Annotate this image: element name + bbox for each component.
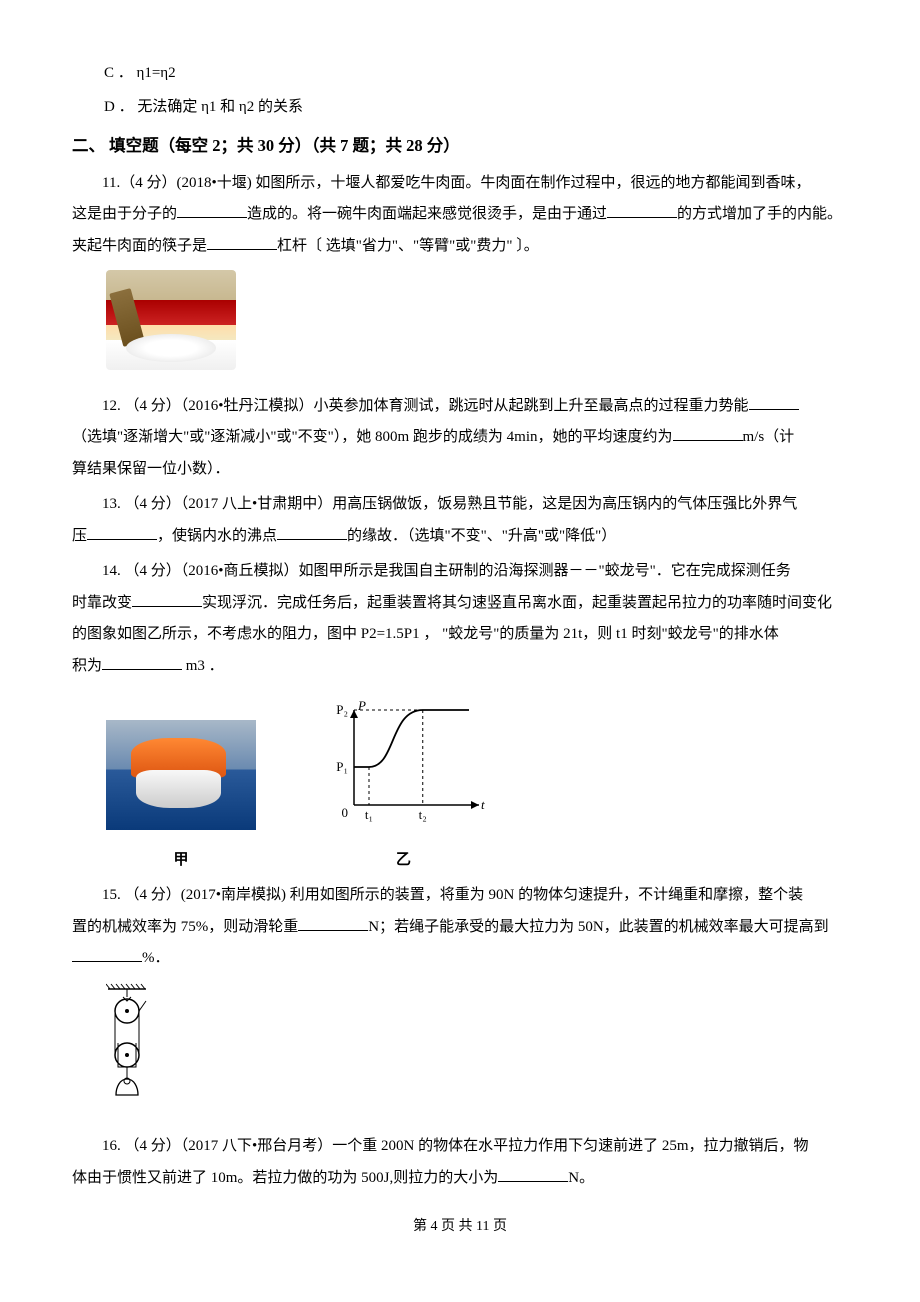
page-footer: 第 4 页 共 11 页 (72, 1212, 848, 1241)
q15-l2-a: 置的机械效率为 75%，则动滑轮重 (72, 919, 298, 935)
blank (498, 1167, 568, 1182)
q16-line2: 体由于惯性又前进了 10m。若拉力做的功为 500J,则拉力的大小为 N。 (72, 1163, 848, 1195)
section-2-title: 二、 填空题（每空 2；共 30 分）（共 7 题；共 28 分） (72, 129, 848, 164)
svg-text:P₁: P₁ (336, 759, 348, 774)
q12-l2-b: m/s（计 (743, 429, 795, 445)
q14-chart: Pt 0 t₁ t₂ P₁ P₂ (316, 690, 491, 830)
q14-l4-a: 积为 (72, 658, 102, 674)
q11-line2: 这是由于分子的 造成的。将一碗牛肉面端起来感觉很烫手，是由于通过 的方式增加了手的内… (72, 199, 848, 231)
q13-line2: 压 ，使锅内水的沸点 的缘故．（选填"不变"、"升高"或"降低"） (72, 521, 848, 553)
svg-text:0: 0 (342, 805, 349, 820)
q13-line1: 13. （4 分）（2017 八上•甘肃期中）用高压锅做饭，饭易熟且节能，这是因… (72, 489, 848, 521)
q11-line1: 11.（4 分）(2018•十堰) 如图所示，十堰人都爱吃牛肉面。牛肉面在制作过… (72, 168, 848, 200)
q14-figures: 甲 Pt 0 t₁ t₂ P₁ P₂ 乙 (106, 690, 848, 876)
q14-line2: 时靠改变 实现浮沉．完成任务后，起重装置将其匀速竖直吊离水面，起重装置起吊拉力的功… (72, 588, 848, 620)
q12-line2: （选填"逐渐增大"或"逐渐减小"或"不变"），她 800m 跑步的成绩为 4mi… (72, 422, 848, 454)
q14-line1: 14. （4 分）（2016•商丘模拟）如图甲所示是我国自主研制的沿海探测器－－… (72, 556, 848, 588)
q12-l1: 12. （4 分）（2016•牡丹江模拟）小英参加体育测试，跳远时从起跳到上升至… (102, 398, 749, 414)
blank (102, 655, 182, 670)
q11-image-noodle (106, 270, 236, 383)
q12-line1: 12. （4 分）（2016•牡丹江模拟）小英参加体育测试，跳远时从起跳到上升至… (72, 391, 848, 423)
blank (673, 426, 743, 441)
q14-line4: 积为 m3 ． (72, 651, 848, 683)
blank (607, 203, 677, 218)
blank (277, 525, 347, 540)
blank (749, 395, 799, 410)
option-d: D ． 无法确定 η1 和 η2 的关系 (72, 92, 848, 124)
noodle-icon (106, 270, 236, 370)
q15-l3-b: %． (142, 950, 170, 966)
svg-text:P: P (357, 698, 366, 713)
blank (298, 916, 368, 931)
q13-l2-a: 压 (72, 528, 87, 544)
q16-l2-b: N。 (568, 1170, 594, 1186)
q14-label-yi: 乙 (316, 845, 491, 877)
q15-line3: %． (72, 943, 848, 975)
q11-l3-b: 杠杆〔 选填"省力"、"等臂"或"费力" 〕。 (277, 238, 539, 254)
q15-line2: 置的机械效率为 75%，则动滑轮重 N；若绳子能承受的最大拉力为 50N，此装置的… (72, 912, 848, 944)
q14-fig-jia: 甲 (106, 720, 256, 876)
pulley-icon (106, 983, 148, 1115)
q14-fig-yi: Pt 0 t₁ t₂ P₁ P₂ 乙 (316, 690, 491, 876)
q11-l3-a: 夹起牛肉面的筷子是 (72, 238, 207, 254)
q13-l2-c: 的缘故．（选填"不变"、"升高"或"降低"） (347, 528, 616, 544)
svg-text:t: t (481, 797, 485, 812)
q14-line3: 的图象如图乙所示，不考虑水的阻力，图中 P2=1.5P1 ， "蛟龙号"的质量为… (72, 619, 848, 651)
q12-line3: 算结果保留一位小数）． (72, 454, 848, 486)
q15-pulley-figure (106, 983, 848, 1128)
blank (87, 525, 157, 540)
submarine-icon (106, 720, 256, 830)
svg-text:P₂: P₂ (336, 702, 348, 717)
svg-text:t₂: t₂ (419, 807, 427, 822)
svg-text:t₁: t₁ (365, 807, 373, 822)
q14-l2-b: 实现浮沉．完成任务后，起重装置将其匀速竖直吊离水面，起重装置起吊拉力的功率随时间… (202, 595, 832, 611)
blank (207, 235, 277, 250)
q14-l4-b: m3 ． (182, 658, 224, 674)
q14-label-jia: 甲 (106, 845, 256, 877)
q12-l2-a: （选填"逐渐增大"或"逐渐减小"或"不变"），她 800m 跑步的成绩为 4mi… (72, 429, 673, 445)
q14-l2-a: 时靠改变 (72, 595, 132, 611)
option-c: C ． η1=η2 (72, 58, 848, 90)
q11-l2-a: 这是由于分子的 (72, 206, 177, 222)
q15-l2-b: N；若绳子能承受的最大拉力为 50N，此装置的机械效率最大可提高到 (368, 919, 828, 935)
q15-line1: 15. （4 分）(2017•南岸模拟) 利用如图所示的装置，将重为 90N 的… (72, 880, 848, 912)
q16-line1: 16. （4 分）（2017 八下•邢台月考）一个重 200N 的物体在水平拉力… (72, 1131, 848, 1163)
blank (132, 592, 202, 607)
q11-l2-b: 造成的。将一碗牛肉面端起来感觉很烫手，是由于通过 (247, 206, 607, 222)
blank (72, 947, 142, 962)
q11-line3: 夹起牛肉面的筷子是 杠杆〔 选填"省力"、"等臂"或"费力" 〕。 (72, 231, 848, 263)
q11-l2-c: 的方式增加了手的内能。 (677, 206, 842, 222)
q16-l2-a: 体由于惯性又前进了 10m。若拉力做的功为 500J,则拉力的大小为 (72, 1170, 498, 1186)
blank (177, 203, 247, 218)
q13-l2-b: ，使锅内水的沸点 (157, 528, 277, 544)
